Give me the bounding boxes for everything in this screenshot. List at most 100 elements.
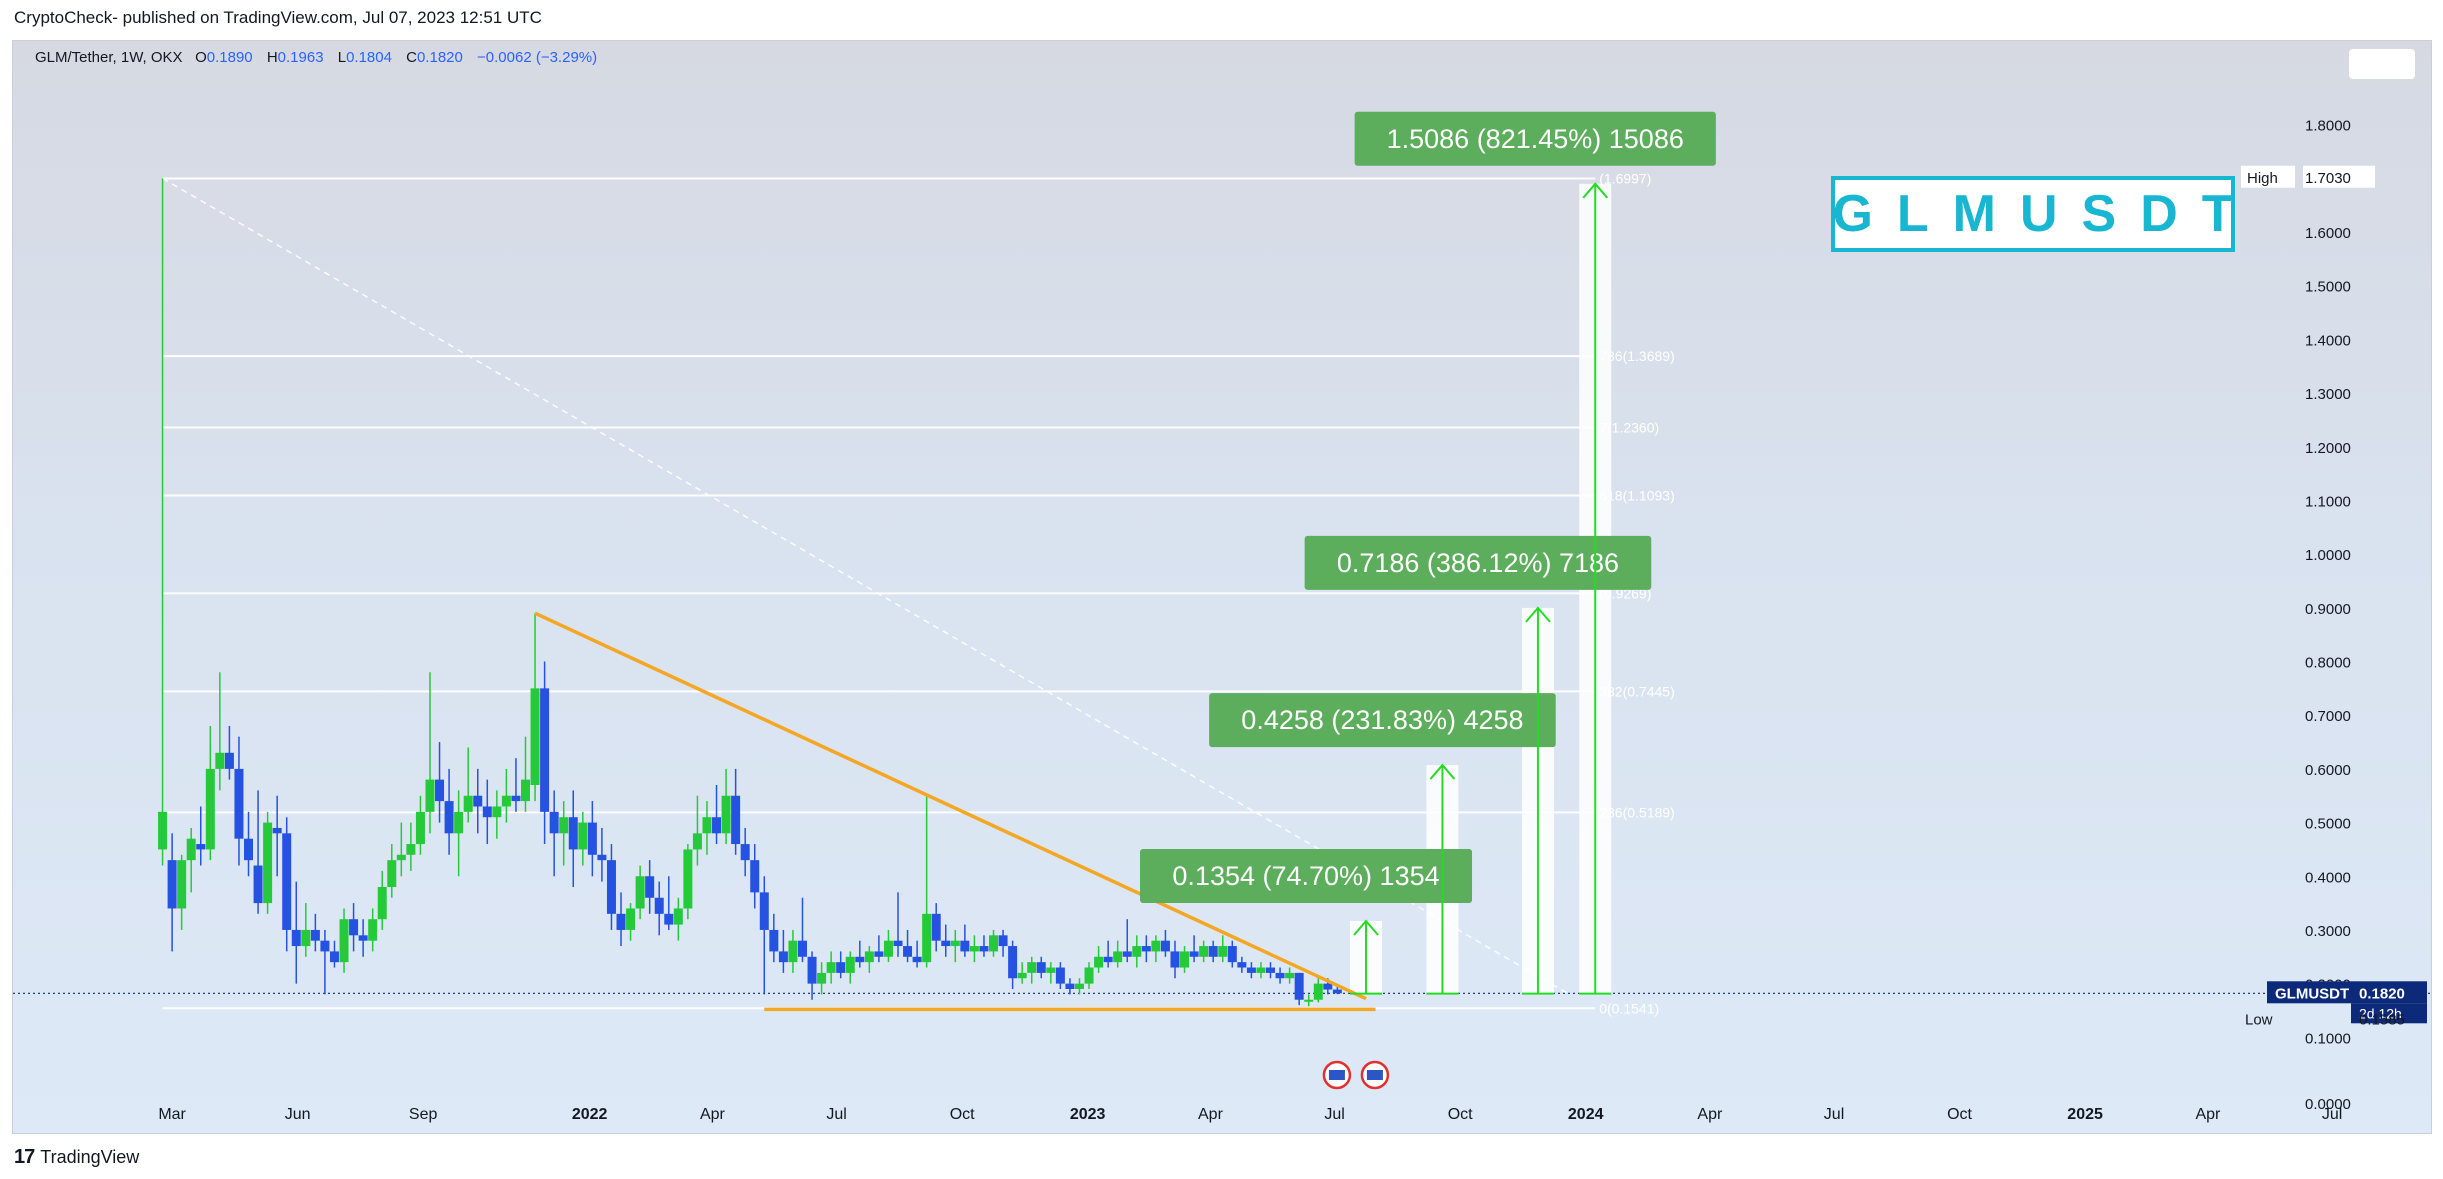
- y-tick-16: 1.6000: [2305, 225, 2351, 242]
- candle-body-64: [769, 929, 779, 952]
- candle-body-2: [177, 860, 187, 909]
- candle-body-87: [989, 935, 999, 952]
- candle-body-47: [606, 860, 616, 914]
- candle-body-52: [654, 897, 664, 914]
- y-tick-1: 0.1000: [2305, 1030, 2351, 1047]
- candle-body-7: [224, 752, 234, 769]
- projection-label-0: 0.1354 (74.70%) 1354: [1172, 861, 1439, 891]
- y-tick-6: 0.6000: [2305, 762, 2351, 779]
- footer-branding[interactable]: 17 TradingView: [14, 1146, 139, 1169]
- ticker-banner-text: GLMUSDT: [1832, 185, 2258, 243]
- candle-body-120: [1304, 999, 1314, 1002]
- fib-label-5: 7(1.2360): [1599, 419, 1659, 435]
- y-tick-12: 1.2000: [2305, 440, 2351, 457]
- y-tick-zero: 0.0000: [2305, 1096, 2351, 1113]
- candle-body-30: [444, 801, 454, 834]
- candle-body-71: [836, 962, 846, 973]
- projection-label-3: 1.5086 (821.45%) 15086: [1387, 124, 1684, 154]
- candle-body-62: [750, 860, 760, 893]
- candle-body-89: [1008, 946, 1018, 979]
- candle-body-44: [578, 822, 588, 850]
- candle-body-123: [1332, 989, 1342, 994]
- candle-body-88: [998, 935, 1008, 947]
- candle-body-76: [883, 940, 893, 957]
- legend-open: 0.1890: [206, 49, 253, 66]
- candle-body-103: [1141, 946, 1151, 952]
- candle-body-96: [1074, 983, 1084, 989]
- legend-high: 0.1963: [277, 49, 324, 66]
- projection-arrowhead-0: [1353, 919, 1379, 936]
- y-tick-10: 1.0000: [2305, 547, 2351, 564]
- x-tick-1: Jun: [285, 1106, 311, 1123]
- x-tick-14: Oct: [1947, 1106, 1972, 1123]
- candle-body-43: [568, 817, 578, 850]
- candle-body-56: [692, 833, 702, 850]
- candle-body-4: [196, 844, 206, 850]
- candle-body-32: [463, 795, 473, 812]
- candle-body-74: [864, 951, 874, 963]
- candle-body-93: [1046, 967, 1056, 973]
- candle-body-49: [626, 908, 636, 930]
- candle-body-67: [797, 940, 807, 957]
- candle-body-90: [1017, 972, 1027, 979]
- candle-body-11: [263, 822, 273, 904]
- candle-body-102: [1132, 946, 1142, 957]
- projection-label-2: 0.7186 (386.12%) 7186: [1337, 548, 1619, 578]
- candle-body-61: [740, 844, 750, 861]
- x-tick-16: Apr: [2195, 1106, 2221, 1123]
- candle-body-1: [167, 860, 177, 909]
- price-badge-symbol: GLMUSDT: [2275, 985, 2349, 1002]
- y-tick-11: 1.1000: [2305, 493, 2351, 510]
- candle-body-111: [1218, 946, 1228, 957]
- candle-body-105: [1160, 940, 1170, 952]
- candle-body-68: [807, 956, 817, 984]
- y-tick-18: 1.8000: [2305, 118, 2351, 135]
- candle-body-118: [1285, 972, 1295, 979]
- high-label: High: [2247, 170, 2278, 187]
- candle-body-106: [1170, 951, 1180, 968]
- candle-body-70: [826, 962, 836, 973]
- candle-body-107: [1180, 951, 1190, 968]
- candle-body-94: [1055, 967, 1065, 984]
- x-tick-13: Jul: [1824, 1106, 1844, 1123]
- triangle-pattern: [534, 611, 1376, 1012]
- x-tick-4: Apr: [700, 1106, 726, 1123]
- candle-body-84: [960, 940, 970, 952]
- candle-body-26: [406, 844, 416, 855]
- candle-body-104: [1151, 940, 1161, 952]
- axes: 0.10000.20000.30000.40000.50000.60000.70…: [158, 118, 2427, 1123]
- candle-body-110: [1208, 946, 1218, 957]
- settings-button[interactable]: [2349, 49, 2415, 79]
- candles: [158, 178, 1342, 1007]
- candle-body-25: [396, 854, 406, 861]
- y-tick-8: 0.8000: [2305, 655, 2351, 672]
- price-badge-value: 0.1820: [2359, 985, 2405, 1002]
- candle-body-69: [817, 972, 827, 984]
- candle-body-95: [1065, 983, 1075, 989]
- high-value: 1.7030: [2305, 170, 2351, 187]
- candle-body-75: [874, 951, 884, 957]
- candle-body-20: [349, 919, 359, 936]
- candle-body-86: [979, 946, 989, 952]
- candle-body-14: [291, 929, 301, 947]
- candle-body-66: [788, 940, 798, 963]
- candle-body-37: [511, 795, 521, 802]
- projection-arrowhead-2: [1525, 606, 1551, 623]
- price-chart[interactable]: 0(0.1541)236(0.5189)382(0.7445)(0.9269)6…: [13, 41, 2431, 1133]
- fib-label-1: 236(0.5189): [1599, 804, 1675, 820]
- candle-body-34: [482, 806, 492, 818]
- x-tick-12: Apr: [1697, 1106, 1723, 1123]
- candle-body-23: [377, 887, 387, 920]
- candle-body-54: [673, 908, 683, 925]
- tradingview-logo-icon: 17: [14, 1146, 35, 1168]
- candle-body-121: [1313, 983, 1323, 1000]
- candle-body-42: [559, 817, 569, 834]
- legend-open-label: O: [195, 49, 207, 66]
- projection-label-bg-0: [1140, 848, 1473, 903]
- fib-label-2: 382(0.7445): [1599, 683, 1675, 699]
- x-tick-15: 2025: [2067, 1106, 2103, 1123]
- candle-body-38: [521, 779, 531, 802]
- candle-body-115: [1256, 967, 1266, 973]
- y-tick-15: 1.5000: [2305, 279, 2351, 296]
- candle-body-112: [1227, 946, 1237, 963]
